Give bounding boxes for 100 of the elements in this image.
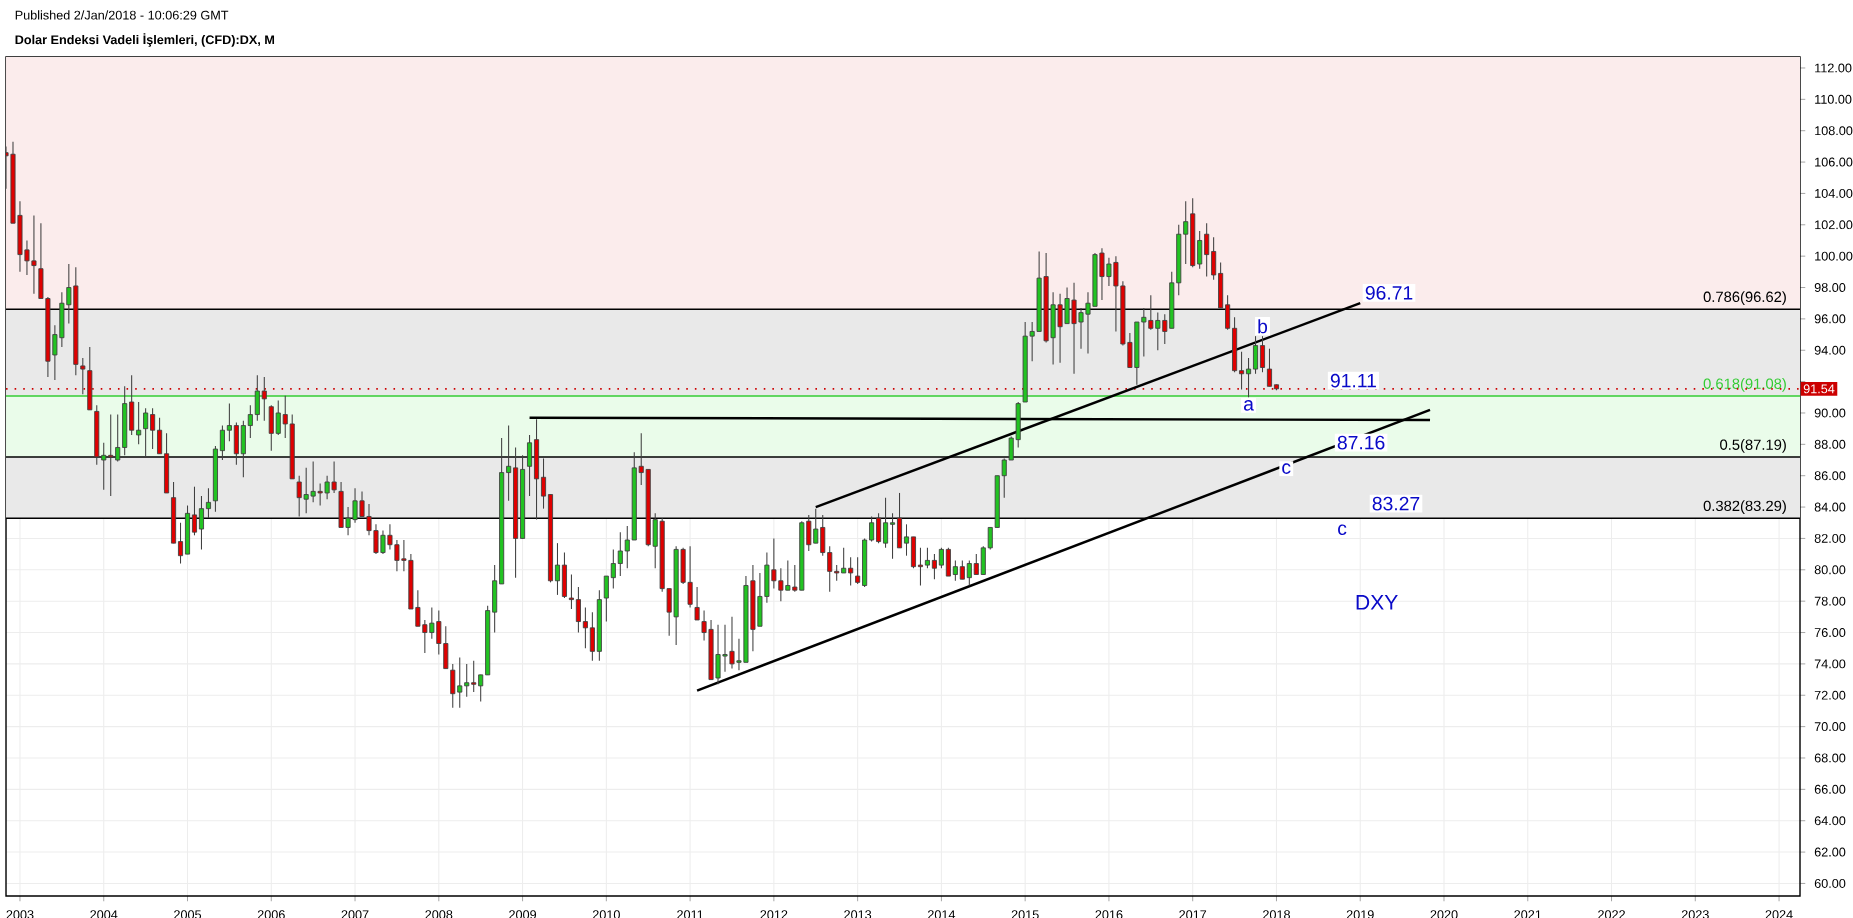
candlestick (568, 573, 574, 610)
y-tick-label: 60.00 (1814, 878, 1846, 888)
candlestick (855, 556, 861, 585)
candlestick (177, 522, 184, 565)
candlestick (617, 531, 623, 577)
candlestick (1239, 351, 1245, 390)
annotation: 96.71 (1365, 285, 1413, 300)
y-tick-label: 64.00 (1814, 816, 1846, 826)
candlestick (554, 542, 561, 596)
ref-line-label: 91.54 (1803, 384, 1835, 394)
candlestick (80, 357, 86, 395)
candlestick (1266, 348, 1273, 387)
candlestick (198, 495, 204, 550)
y-tick-label: 112.00 (1815, 63, 1852, 73)
candlestick (1225, 294, 1231, 331)
chart-title: Dolar Endeksi Vadeli İşlemleri, (CFD):DX, M (15, 33, 275, 47)
y-tick-label: 96.00 (1814, 314, 1846, 324)
candlestick (903, 523, 910, 557)
y-tick-label: 76.00 (1814, 628, 1846, 637)
candlestick (506, 425, 512, 502)
y-tick-label: 70.00 (1814, 722, 1846, 732)
annotation: DXY (1356, 595, 1398, 610)
candlestick (108, 414, 114, 497)
candlestick (226, 403, 232, 442)
candlestick (1197, 230, 1203, 270)
annotation: c (1338, 524, 1347, 536)
candlestick (1204, 222, 1210, 278)
candlestick (624, 525, 630, 569)
candlestick (876, 512, 882, 544)
candlestick (143, 407, 149, 458)
y-tick-label: 78.00 (1814, 596, 1846, 606)
ref-line-label: 0.618(91.08) (1703, 378, 1786, 392)
annotation: 91.11 (1330, 373, 1376, 388)
candlestick (966, 559, 972, 587)
annotation: 87.16 (1337, 435, 1385, 450)
y-tick-label: 108.00 (1815, 126, 1853, 136)
candlestick (1183, 200, 1189, 265)
candlestick (254, 374, 260, 422)
candlestick (191, 486, 198, 536)
candlestick (827, 545, 833, 593)
candlestick (464, 663, 470, 698)
y-tick-label: 110.00 (1815, 94, 1852, 104)
y-tick-label: 80.00 (1814, 565, 1846, 575)
candlestick (115, 414, 121, 463)
candlestick (603, 575, 609, 623)
y-tick-label: 84.00 (1814, 502, 1846, 512)
y-tick-label: 72.00 (1814, 690, 1846, 700)
candlestick (924, 547, 930, 569)
y-tick-label: 68.00 (1814, 753, 1846, 763)
y-tick-label: 94.00 (1814, 345, 1846, 355)
annotation: 83.27 (1372, 496, 1420, 511)
candlestick (848, 556, 854, 587)
candlestick (1211, 236, 1217, 281)
y-tick-label: 106.00 (1815, 157, 1853, 167)
y-tick-label: 86.00 (1814, 471, 1846, 481)
candlestick (261, 376, 267, 422)
candlestick (136, 401, 142, 445)
candlestick (540, 457, 547, 510)
candlestick (1259, 335, 1266, 373)
y-tick-label: 102.00 (1815, 220, 1853, 230)
annotation: c (1282, 463, 1291, 474)
text: Published 2/Jan/2018 - 10:06:29 GMT (15, 10, 229, 20)
candlestick (478, 674, 484, 703)
y-tick-label: 104.00 (1815, 188, 1853, 198)
candlestick (527, 434, 533, 497)
y-tick-label: 90.00 (1814, 408, 1846, 418)
candlestick (582, 606, 588, 649)
y-tick-label: 88.00 (1814, 439, 1846, 449)
y-tick-label: 98.00 (1814, 283, 1846, 292)
candlestick (157, 417, 163, 455)
candlestick (959, 559, 965, 580)
candlestick (219, 425, 225, 461)
annotation: b (1258, 319, 1268, 334)
candlestick (575, 586, 581, 634)
y-tick-label: 74.00 (1814, 659, 1846, 669)
candlestick (1252, 335, 1259, 375)
candlestick (589, 611, 595, 662)
candlestick (973, 553, 979, 576)
candlestick (883, 497, 889, 549)
y-tick-label: 66.00 (1814, 784, 1846, 794)
ref-line-label: 0.382(83.29) (1703, 500, 1786, 514)
annotation: a (1243, 400, 1254, 411)
candlestick (841, 547, 847, 574)
candlestick (694, 586, 700, 621)
candlestick (247, 404, 253, 439)
y-tick-label: 82.00 (1814, 533, 1846, 543)
candlestick (1246, 357, 1252, 398)
candlestick (952, 559, 958, 582)
candlestick (938, 547, 944, 569)
candlestick (890, 512, 896, 560)
candlestick (917, 547, 923, 587)
ref-line-label: 0.5(87.19) (1720, 439, 1786, 453)
candlestick (471, 660, 477, 693)
candlestick (610, 548, 616, 590)
candlestick (931, 553, 937, 580)
ref-line-label: 0.786(96.62) (1703, 291, 1786, 305)
y-tick-label: 100.00 (1815, 251, 1853, 261)
y-tick-label: 62.00 (1814, 847, 1846, 857)
candlestick (205, 487, 211, 519)
candlestick (869, 515, 875, 543)
